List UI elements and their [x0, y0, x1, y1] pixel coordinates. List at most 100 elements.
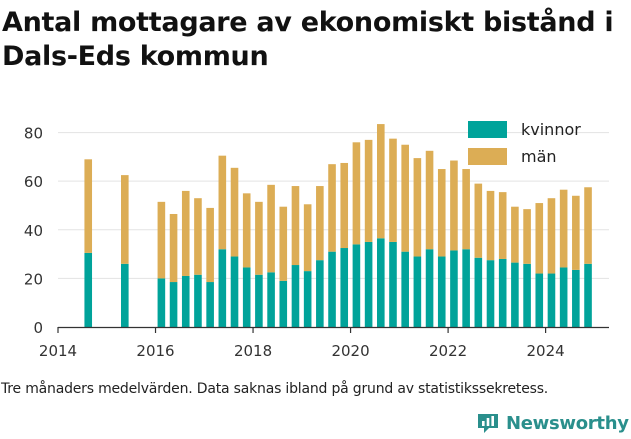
bar-kvinnor: [279, 280, 288, 327]
bar-man: [316, 186, 324, 261]
bar-man: [462, 169, 470, 250]
bar-man: [206, 207, 214, 283]
legend-man-label: män: [521, 147, 557, 166]
bar-man: [559, 189, 568, 268]
y-tick-label: 20: [24, 270, 43, 288]
bar-man: [157, 201, 166, 279]
bar-kvinnor: [230, 256, 239, 327]
legend-kvinnor-swatch: [468, 121, 507, 138]
bar-man: [523, 209, 531, 264]
bar-kvinnor: [584, 263, 592, 327]
bar-man: [194, 198, 202, 275]
x-tick-label: 2014: [39, 342, 77, 360]
bar-man: [364, 139, 373, 242]
bar-kvinnor: [121, 263, 129, 327]
axis-layer: 0 20 40 60 80 2014 2016 2018 2020 2022 2024: [24, 125, 609, 360]
bar-man: [303, 204, 312, 272]
bar-kvinnor: [376, 238, 385, 327]
bar-man: [291, 186, 300, 266]
bar-kvinnor: [450, 250, 458, 327]
bar-kvinnor: [328, 251, 336, 327]
bar-kvinnor: [425, 249, 434, 327]
bar-kvinnor: [511, 262, 519, 327]
bar-man: [328, 164, 336, 252]
bar-kvinnor: [523, 263, 531, 327]
bar-kvinnor: [157, 278, 166, 327]
bar-man: [230, 167, 239, 257]
bar-kvinnor: [474, 257, 483, 327]
bar-kvinnor: [181, 275, 190, 327]
bar-man: [450, 160, 458, 251]
bar-man: [181, 190, 190, 276]
x-tick-label: 2022: [429, 342, 467, 360]
legend: kvinnor män: [468, 120, 581, 166]
bar-man: [425, 150, 434, 250]
bar-kvinnor: [84, 252, 93, 327]
bar-kvinnor: [218, 249, 227, 327]
chart-title: Antal mottagare av ekonomiskt bistånd i …: [2, 7, 614, 72]
bar-man: [584, 187, 592, 264]
bar-man: [413, 158, 422, 257]
y-tick-label: 40: [24, 222, 43, 240]
bar-kvinnor: [206, 282, 214, 327]
y-tick-label: 80: [24, 125, 43, 143]
bar-kvinnor: [559, 267, 568, 327]
x-tick-label: 2016: [136, 342, 174, 360]
bar-kvinnor: [572, 269, 580, 327]
bar-kvinnor: [169, 282, 178, 327]
bar-kvinnor: [364, 241, 373, 327]
bar-kvinnor: [462, 249, 470, 327]
bar-kvinnor: [498, 258, 507, 327]
legend-man-swatch: [468, 148, 507, 165]
bar-man: [572, 195, 580, 270]
bar-man: [121, 175, 129, 264]
newsworthy-logo-icon: [478, 414, 498, 433]
bar-kvinnor: [267, 272, 275, 327]
bar-kvinnor: [340, 248, 349, 327]
bars-layer: [84, 124, 592, 327]
bar-kvinnor: [535, 273, 544, 327]
x-tick-label: 2018: [234, 342, 272, 360]
bar-man: [511, 206, 519, 263]
bar-man: [279, 206, 288, 281]
bar-kvinnor: [401, 251, 409, 327]
bar-man: [474, 183, 483, 258]
bar-man: [401, 144, 409, 252]
bar-man: [84, 159, 93, 253]
x-tick-label: 2020: [331, 342, 369, 360]
brand-name: Newsworthy: [506, 412, 629, 434]
bar-man: [218, 155, 227, 250]
bar-man: [486, 190, 495, 261]
bar-man: [169, 213, 178, 283]
bar-kvinnor: [389, 241, 397, 327]
bar-kvinnor: [486, 260, 495, 327]
bar-kvinnor: [194, 274, 202, 327]
bar-man: [242, 193, 251, 268]
bar-man: [437, 169, 446, 257]
legend-kvinnor-label: kvinnor: [521, 120, 581, 139]
footnote: Tre månaders medelvärden. Data saknas ib…: [1, 381, 549, 397]
bar-man: [547, 198, 556, 274]
bar-kvinnor: [437, 256, 446, 327]
brand-logo[interactable]: Newsworthy: [476, 408, 629, 438]
bar-kvinnor: [547, 273, 556, 327]
bar-man: [498, 192, 507, 259]
bar-kvinnor: [352, 244, 361, 327]
bar-man: [389, 138, 397, 242]
y-tick-label: 0: [33, 319, 43, 337]
bar-kvinnor: [291, 265, 300, 327]
bar-man: [376, 124, 385, 239]
bar-kvinnor: [255, 274, 263, 327]
bar-kvinnor: [316, 260, 324, 327]
x-tick-label: 2024: [527, 342, 565, 360]
bar-man: [255, 201, 263, 275]
bar-man: [340, 162, 349, 249]
bar-man: [267, 184, 275, 273]
bar-kvinnor: [413, 256, 422, 327]
bar-man: [535, 203, 544, 274]
bar-man: [352, 142, 361, 245]
y-tick-label: 60: [24, 173, 43, 191]
bar-kvinnor: [303, 271, 312, 327]
bar-kvinnor: [242, 267, 251, 327]
